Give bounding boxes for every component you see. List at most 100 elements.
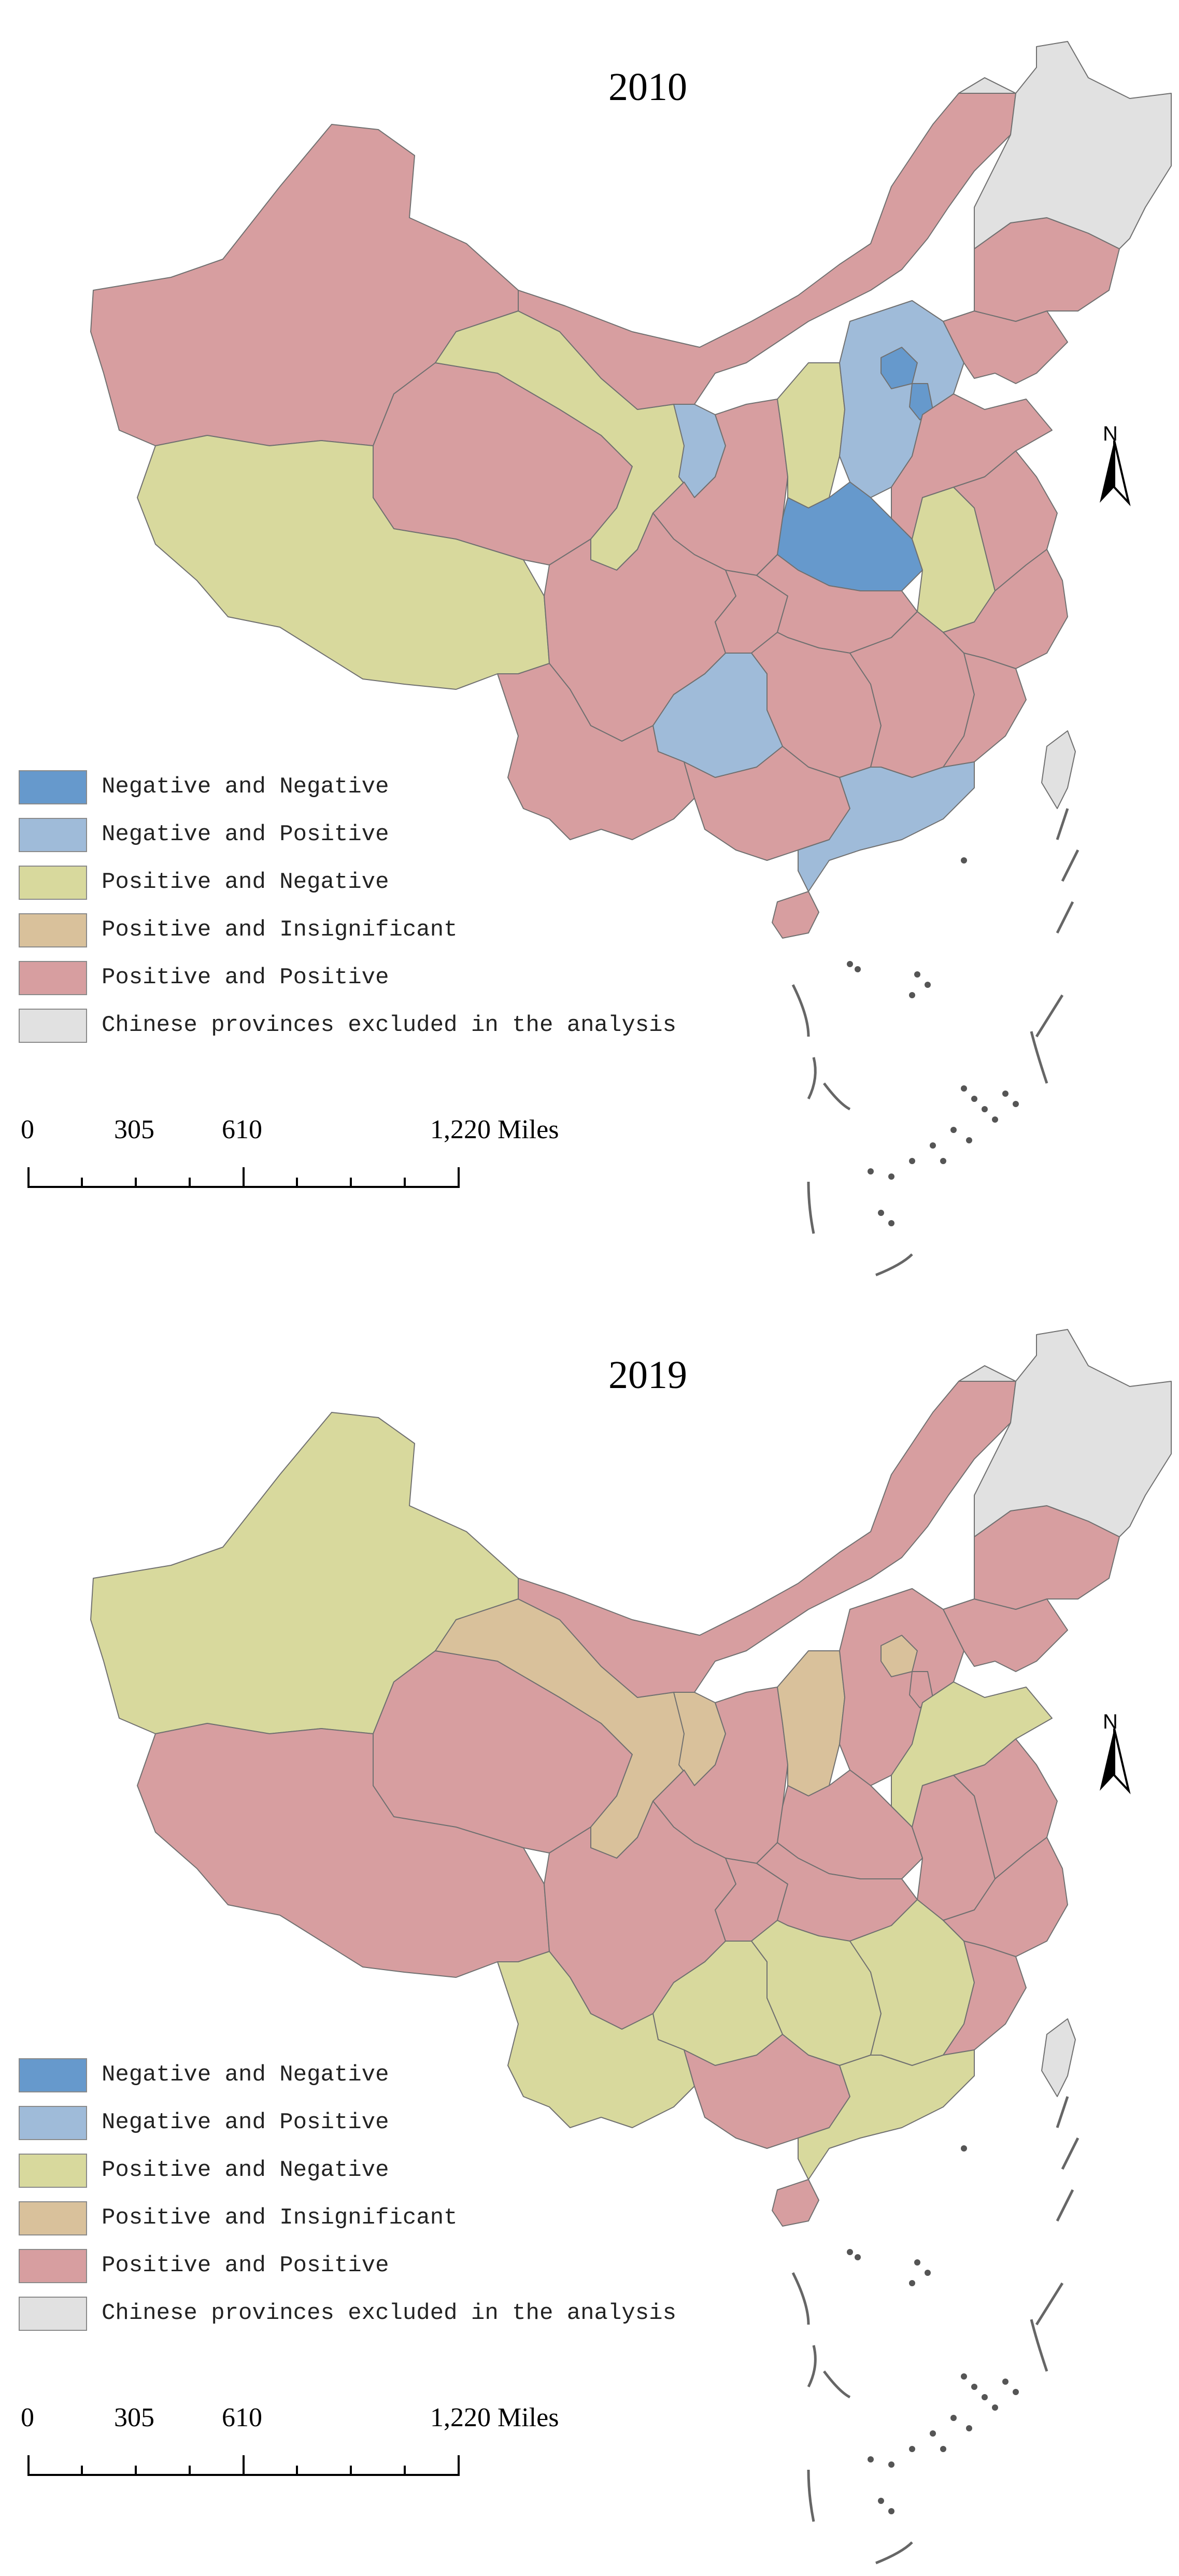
- scale-label-0: 0: [21, 1115, 34, 1144]
- island: [909, 1158, 915, 1164]
- boundary-dash: [1056, 901, 1074, 934]
- island: [982, 2394, 988, 2400]
- island: [961, 2145, 967, 2152]
- scale-label-305: 305: [114, 1115, 154, 1144]
- island: [950, 1127, 957, 1133]
- map-panel-2010: 2010 N Negative and Negative Negative an…: [19, 41, 1172, 1277]
- province-fujian: [943, 653, 1027, 768]
- island: [966, 2425, 972, 2431]
- island: [966, 1137, 972, 1143]
- island: [914, 2259, 920, 2266]
- legend-label: Positive and Negative: [102, 2157, 389, 2183]
- legend-label: Positive and Insignificant: [102, 917, 458, 943]
- boundary-dash: [875, 1253, 913, 1277]
- legend-swatch: [19, 2201, 87, 2235]
- boundary-dash: [875, 2541, 913, 2565]
- boundary-dash: [823, 1082, 851, 1111]
- province-fujian: [943, 1941, 1027, 2056]
- island: [878, 1210, 884, 1216]
- island: [888, 1173, 894, 1180]
- island: [940, 1158, 946, 1164]
- map-year-title: 2010: [608, 65, 687, 109]
- boundary-dash: [1035, 994, 1064, 1038]
- island: [930, 2430, 936, 2437]
- south-china-sea-islands-2019: [791, 2096, 1079, 2565]
- legend-label: Positive and Positive: [102, 965, 389, 990]
- boundary-dash: [823, 2370, 851, 2399]
- province-zhejiang: [943, 549, 1068, 669]
- boundary-dash: [1056, 808, 1069, 840]
- province-shapes-2019: [90, 1329, 1172, 2227]
- legend-label: Positive and Negative: [102, 869, 389, 895]
- island: [992, 1116, 998, 1123]
- legend-swatch: [19, 2154, 87, 2188]
- legend-swatch: [19, 2058, 87, 2092]
- scale-label-1220: 1,220 Miles: [430, 2403, 559, 2432]
- legend-swatch: [19, 1009, 87, 1043]
- province-guangdong: [798, 2049, 975, 2180]
- legend-swatch: [19, 818, 87, 852]
- island: [868, 2456, 874, 2462]
- legend-label: Positive and Insignificant: [102, 2205, 458, 2231]
- legend-swatch: [19, 770, 87, 804]
- boundary-dash: [807, 1057, 817, 1100]
- province-taiwan: [1041, 730, 1076, 809]
- legend-label: Negative and Negative: [102, 2062, 389, 2088]
- scale-label-610: 610: [222, 1115, 262, 1144]
- scale-label-610: 610: [222, 2403, 262, 2432]
- boundary-dash: [1035, 2282, 1064, 2326]
- island: [930, 1142, 936, 1149]
- island: [971, 2384, 977, 2390]
- province-heilongjiang: [958, 1329, 1172, 1537]
- province-zhejiang: [943, 1837, 1068, 1957]
- province-inner-mongolia: [518, 1365, 1016, 1698]
- legend-swatch: [19, 2249, 87, 2283]
- scale-label-1220: 1,220 Miles: [430, 1115, 559, 1144]
- legend-label: Chinese provinces excluded in the analys…: [102, 1012, 676, 1038]
- island: [961, 1085, 967, 1092]
- province-shanxi: [777, 1650, 845, 1796]
- island: [888, 2461, 894, 2468]
- boundary-dash: [807, 2345, 817, 2388]
- legend-swatch: [19, 2106, 87, 2140]
- island: [950, 2415, 957, 2421]
- island: [961, 2373, 967, 2380]
- island: [971, 1096, 977, 1102]
- province-liaoning: [943, 310, 1068, 384]
- china-map-2010: [90, 41, 1172, 1277]
- province-hainan: [772, 891, 819, 939]
- legend-swatch: [19, 913, 87, 947]
- boundary-dash: [807, 1181, 815, 1234]
- island: [1002, 1091, 1008, 1097]
- map-year-title: 2019: [608, 1353, 687, 1397]
- scale-label-305: 305: [114, 2403, 154, 2432]
- island: [940, 2446, 946, 2452]
- island: [961, 857, 967, 864]
- island: [1013, 2389, 1019, 2395]
- island: [847, 961, 853, 967]
- north-arrow-icon: [1100, 1728, 1131, 1794]
- legend-label: Negative and Positive: [102, 822, 389, 847]
- island: [868, 1168, 874, 1174]
- island: [888, 1220, 894, 1226]
- legend-label: Negative and Negative: [102, 774, 389, 800]
- island: [914, 971, 920, 978]
- island: [992, 2404, 998, 2411]
- province-heilongjiang: [958, 41, 1172, 249]
- boundary-dash: [1056, 2096, 1069, 2128]
- province-taiwan: [1041, 2018, 1076, 2097]
- province-inner-mongolia: [518, 77, 1016, 410]
- scale-label-0: 0: [21, 2403, 34, 2432]
- boundary-dash: [1030, 1031, 1048, 1084]
- boundary-dash: [1056, 2189, 1074, 2222]
- scale-bar: [27, 1167, 460, 1188]
- boundary-dash: [1061, 849, 1079, 882]
- scale-bar: [27, 2455, 460, 2476]
- province-hainan: [772, 2179, 819, 2227]
- legend-swatch: [19, 2297, 87, 2331]
- island: [888, 2508, 894, 2514]
- legend-label: Positive and Positive: [102, 2253, 389, 2278]
- map-panel-2019: 2019 N Negative and Negative Negative an…: [0, 1288, 1179, 2576]
- island: [855, 2254, 861, 2260]
- island: [925, 982, 931, 988]
